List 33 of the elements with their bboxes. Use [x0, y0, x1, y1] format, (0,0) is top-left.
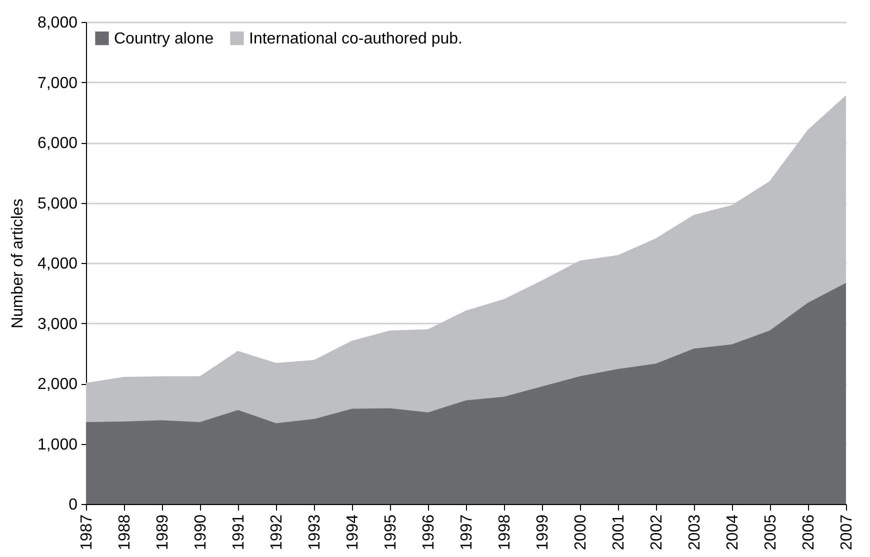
legend-label: International co-authored pub. — [249, 30, 462, 48]
y-tick-label: 5,000 — [37, 195, 78, 212]
x-tick-label: 1994 — [344, 514, 362, 550]
x-tick-label: 2007 — [838, 514, 856, 550]
y-tick-label: 1,000 — [37, 436, 78, 454]
y-tick-label: 4,000 — [37, 256, 78, 272]
x-tick-label: 1987 — [78, 514, 96, 550]
x-tick-label: 2004 — [724, 514, 742, 550]
x-tick-label: 1988 — [116, 514, 134, 550]
x-tick-label: 2002 — [648, 514, 666, 550]
x-tick-label: 1999 — [534, 514, 552, 550]
y-tick-label: 0 — [68, 496, 78, 514]
x-tick-label: 1992 — [268, 514, 286, 550]
x-tick-label: 1993 — [306, 514, 324, 550]
x-tick-label: 1995 — [382, 514, 400, 550]
y-axis-title: Number of articles — [9, 198, 26, 328]
x-tick-label: 2006 — [800, 514, 818, 550]
legend-label: Country alone — [114, 30, 214, 48]
x-tick-label: 1996 — [420, 514, 438, 550]
x-tick-label: 2005 — [762, 514, 780, 550]
x-tick-label: 1990 — [192, 514, 210, 550]
x-tick-label: 2003 — [686, 514, 704, 550]
x-tick-label: 1998 — [496, 514, 514, 550]
x-tick-label: 2000 — [572, 514, 590, 550]
x-tick-label: 2001 — [610, 514, 628, 550]
y-tick-label: 3,000 — [37, 316, 78, 333]
y-tick-label: 6,000 — [37, 135, 78, 152]
x-tick-label: 1997 — [458, 514, 476, 550]
y-tick-label: 7,000 — [37, 74, 78, 92]
y-tick-label: 2,000 — [37, 376, 78, 393]
x-tick-label: 1991 — [230, 514, 248, 550]
x-tick-label: 1989 — [154, 514, 172, 550]
y-tick-label: 8,000 — [37, 14, 78, 32]
